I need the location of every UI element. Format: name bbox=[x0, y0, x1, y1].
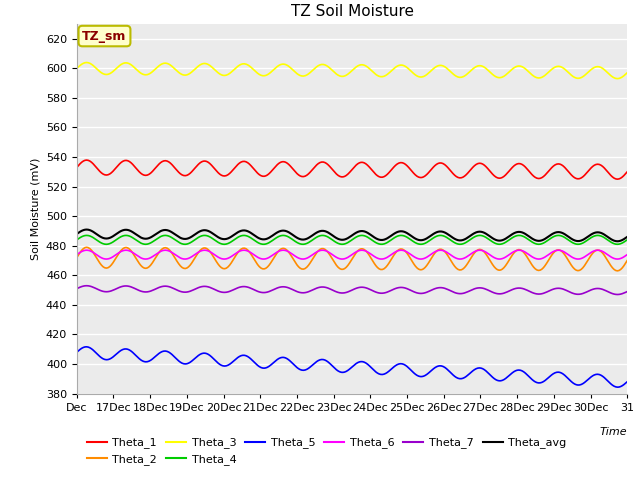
Theta_7 bbox=[196, 284, 204, 290]
Theta_3 bbox=[79, 60, 87, 66]
Theta_3 bbox=[623, 70, 631, 76]
Line: Theta_1: Theta_1 bbox=[77, 160, 627, 179]
Theta_2 bbox=[79, 246, 87, 252]
Theta_5 bbox=[614, 384, 621, 390]
Theta_1 bbox=[623, 169, 631, 175]
Legend: Theta_1, Theta_2, Theta_3, Theta_4, Theta_5, Theta_6, Theta_7, Theta_avg: Theta_1, Theta_2, Theta_3, Theta_4, Thet… bbox=[83, 433, 571, 469]
Line: Theta_3: Theta_3 bbox=[77, 62, 627, 79]
Theta_5 bbox=[196, 351, 204, 357]
Theta_3 bbox=[196, 62, 204, 68]
Theta_avg bbox=[79, 227, 87, 233]
Theta_1 bbox=[531, 174, 539, 180]
Theta_2 bbox=[196, 248, 204, 253]
Theta_2 bbox=[239, 245, 246, 251]
Theta_3 bbox=[525, 69, 532, 74]
Theta_6 bbox=[196, 249, 204, 254]
Theta_7 bbox=[83, 283, 90, 288]
Theta_1 bbox=[614, 176, 621, 182]
Theta_6 bbox=[525, 252, 532, 257]
Theta_6 bbox=[239, 247, 246, 253]
Theta_2 bbox=[531, 266, 539, 272]
Theta_6 bbox=[79, 248, 87, 253]
Theta_7 bbox=[73, 286, 81, 291]
Theta_7 bbox=[531, 291, 539, 297]
Theta_1 bbox=[383, 171, 391, 177]
Theta_1 bbox=[525, 168, 532, 174]
Theta_1 bbox=[79, 158, 87, 164]
Theta_2 bbox=[614, 268, 621, 274]
Theta_6 bbox=[614, 256, 621, 262]
Title: TZ Soil Moisture: TZ Soil Moisture bbox=[291, 4, 413, 19]
Theta_7 bbox=[525, 288, 532, 294]
Theta_3 bbox=[83, 60, 90, 65]
Theta_3 bbox=[73, 65, 81, 71]
Theta_2 bbox=[525, 257, 532, 263]
Theta_4 bbox=[79, 233, 87, 239]
Line: Theta_4: Theta_4 bbox=[77, 235, 627, 244]
Theta_avg bbox=[239, 228, 246, 233]
Theta_5 bbox=[383, 370, 391, 375]
Theta_7 bbox=[623, 288, 631, 294]
Theta_5 bbox=[83, 344, 90, 350]
Theta_6 bbox=[83, 247, 90, 253]
Theta_5 bbox=[525, 373, 532, 379]
Theta_5 bbox=[623, 379, 631, 384]
Theta_4 bbox=[239, 233, 246, 239]
Line: Theta_avg: Theta_avg bbox=[77, 229, 627, 241]
Theta_2 bbox=[83, 244, 90, 250]
Line: Theta_7: Theta_7 bbox=[77, 286, 627, 295]
Theta_4 bbox=[623, 237, 631, 243]
Theta_avg bbox=[614, 239, 621, 244]
Line: Theta_5: Theta_5 bbox=[77, 347, 627, 387]
Theta_4 bbox=[531, 240, 539, 246]
Theta_1 bbox=[73, 165, 81, 170]
Theta_avg bbox=[383, 235, 391, 241]
Theta_avg bbox=[623, 234, 631, 240]
Theta_5 bbox=[79, 345, 87, 350]
Theta_3 bbox=[614, 76, 621, 82]
Theta_4 bbox=[73, 237, 81, 243]
Theta_1 bbox=[83, 157, 90, 163]
Theta_6 bbox=[623, 252, 631, 257]
Theta_6 bbox=[383, 254, 391, 260]
Theta_6 bbox=[531, 255, 539, 261]
Theta_3 bbox=[239, 61, 246, 67]
Theta_3 bbox=[383, 72, 391, 77]
Theta_avg bbox=[83, 227, 90, 232]
Theta_2 bbox=[73, 255, 81, 261]
Theta_2 bbox=[623, 258, 631, 264]
Theta_3 bbox=[531, 74, 539, 80]
Y-axis label: Soil Moisture (mV): Soil Moisture (mV) bbox=[30, 157, 40, 260]
Text: Time: Time bbox=[600, 427, 627, 437]
Theta_avg bbox=[531, 237, 539, 243]
Theta_avg bbox=[525, 233, 532, 239]
Theta_2 bbox=[383, 263, 391, 268]
Theta_5 bbox=[239, 352, 246, 358]
Theta_1 bbox=[239, 158, 246, 164]
Theta_1 bbox=[196, 160, 204, 166]
Theta_4 bbox=[383, 240, 391, 245]
Line: Theta_2: Theta_2 bbox=[77, 247, 627, 271]
Theta_4 bbox=[196, 234, 204, 240]
Theta_7 bbox=[239, 284, 246, 289]
Theta_avg bbox=[73, 231, 81, 237]
Theta_5 bbox=[531, 379, 539, 384]
Theta_7 bbox=[383, 289, 391, 295]
Theta_4 bbox=[83, 232, 90, 238]
Text: TZ_sm: TZ_sm bbox=[83, 30, 127, 43]
Theta_7 bbox=[79, 283, 87, 289]
Theta_7 bbox=[614, 292, 621, 298]
Theta_4 bbox=[614, 241, 621, 247]
Theta_avg bbox=[196, 228, 204, 234]
Theta_6 bbox=[73, 252, 81, 257]
Theta_5 bbox=[73, 349, 81, 355]
Line: Theta_6: Theta_6 bbox=[77, 250, 627, 259]
Theta_4 bbox=[525, 237, 532, 242]
